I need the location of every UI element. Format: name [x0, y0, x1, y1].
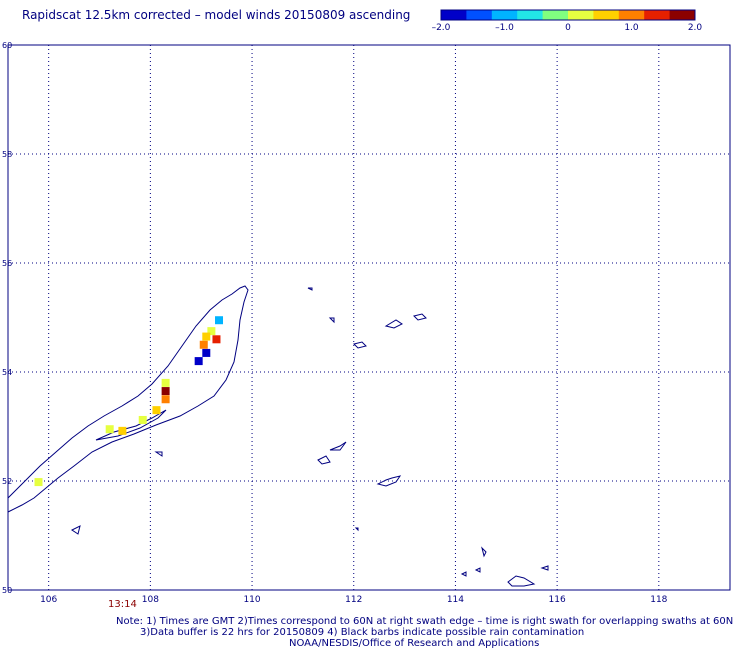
colorbar-tick-label: 2.0	[688, 23, 703, 33]
wind-cell	[161, 378, 170, 387]
lon-tick-label: 114	[447, 595, 464, 605]
colorbar-tick-label: –1.0	[495, 23, 514, 33]
note-line-1: Note: 1) Times are GMT 2)Times correspon…	[116, 616, 734, 627]
map-frame	[7, 44, 731, 591]
small-lake-7	[376, 475, 402, 487]
wind-cell	[207, 327, 216, 336]
colorbar-tick-label: –2.0	[432, 23, 451, 33]
lon-tick-label: 108	[142, 595, 159, 605]
axis-tick-labels: 106 108 110 112 114 116 118 50 52 54 56 58 60	[2, 41, 668, 605]
lon-tick-label: 106	[40, 595, 57, 605]
wind-cell	[199, 340, 208, 349]
small-lake-8	[507, 575, 536, 587]
small-lake-9	[460, 571, 467, 577]
lat-tick-label: 52	[2, 477, 12, 486]
colorbar-segment	[517, 10, 544, 20]
wind-cell	[34, 478, 43, 487]
small-lake-3	[329, 441, 347, 451]
small-lake-10	[474, 567, 481, 573]
small-lake-4	[353, 341, 367, 349]
lat-tick-label: 54	[2, 368, 12, 377]
small-lake-6	[413, 313, 427, 321]
small-lake-12	[540, 565, 549, 571]
wind-cell	[161, 387, 170, 396]
colorbar-tick-label: 0	[565, 23, 571, 33]
small-lake-1	[71, 525, 81, 535]
colorbar-segment	[618, 10, 645, 20]
small-lake-5	[384, 319, 403, 329]
wind-cell	[161, 395, 170, 404]
swath-time-label: 13:14	[108, 599, 137, 610]
coastline	[7, 285, 549, 587]
wind-cell	[194, 357, 203, 366]
small-lake-2	[317, 455, 331, 465]
lon-tick-label: 112	[345, 595, 362, 605]
colorbar-segment	[669, 10, 696, 20]
lat-tick-label: 56	[2, 259, 12, 268]
colorbar-segment	[593, 10, 620, 20]
wind-cell	[202, 348, 211, 357]
wind-cell	[138, 415, 147, 424]
small-lake-13	[307, 287, 313, 291]
colorbar: –2.0 –1.0 0 1.0 2.0	[432, 9, 703, 33]
map-title: Rapidscat 12.5km corrected – model winds…	[22, 8, 411, 22]
lat-tick-label: 60	[2, 41, 12, 50]
colorbar-border	[440, 9, 696, 21]
colorbar-segment	[568, 10, 594, 20]
wind-cell	[215, 316, 224, 325]
colorbar-tick-label: 1.0	[624, 23, 639, 33]
note-line-3: NOAA/NESDIS/Office of Research and Appli…	[289, 638, 540, 649]
wind-cell	[212, 335, 221, 344]
small-lake-16	[354, 527, 359, 532]
lon-tick-label: 116	[549, 595, 566, 605]
wind-cell	[118, 426, 127, 435]
small-lake-11	[481, 546, 487, 558]
lon-tick-label: 110	[243, 595, 260, 605]
note-line-2: 3)Data buffer is 22 hrs for 20150809 4) …	[140, 627, 585, 638]
wind-cell	[152, 406, 161, 415]
small-lake-15	[154, 451, 163, 457]
colorbar-segment	[441, 10, 467, 20]
wind-cell	[105, 425, 114, 434]
colorbar-segment	[491, 10, 518, 20]
lat-tick-label: 58	[2, 150, 12, 159]
lake-baikal-outline	[7, 285, 249, 513]
lon-tick-label: 118	[650, 595, 667, 605]
colorbar-segment	[466, 10, 493, 20]
graticule	[8, 45, 730, 590]
colorbar-segment	[542, 10, 569, 20]
colorbar-segment	[644, 10, 671, 20]
wind-cell	[202, 332, 211, 341]
small-lake-14	[328, 317, 335, 324]
wind-difference-cells	[34, 316, 224, 487]
lat-tick-label: 50	[2, 586, 12, 595]
